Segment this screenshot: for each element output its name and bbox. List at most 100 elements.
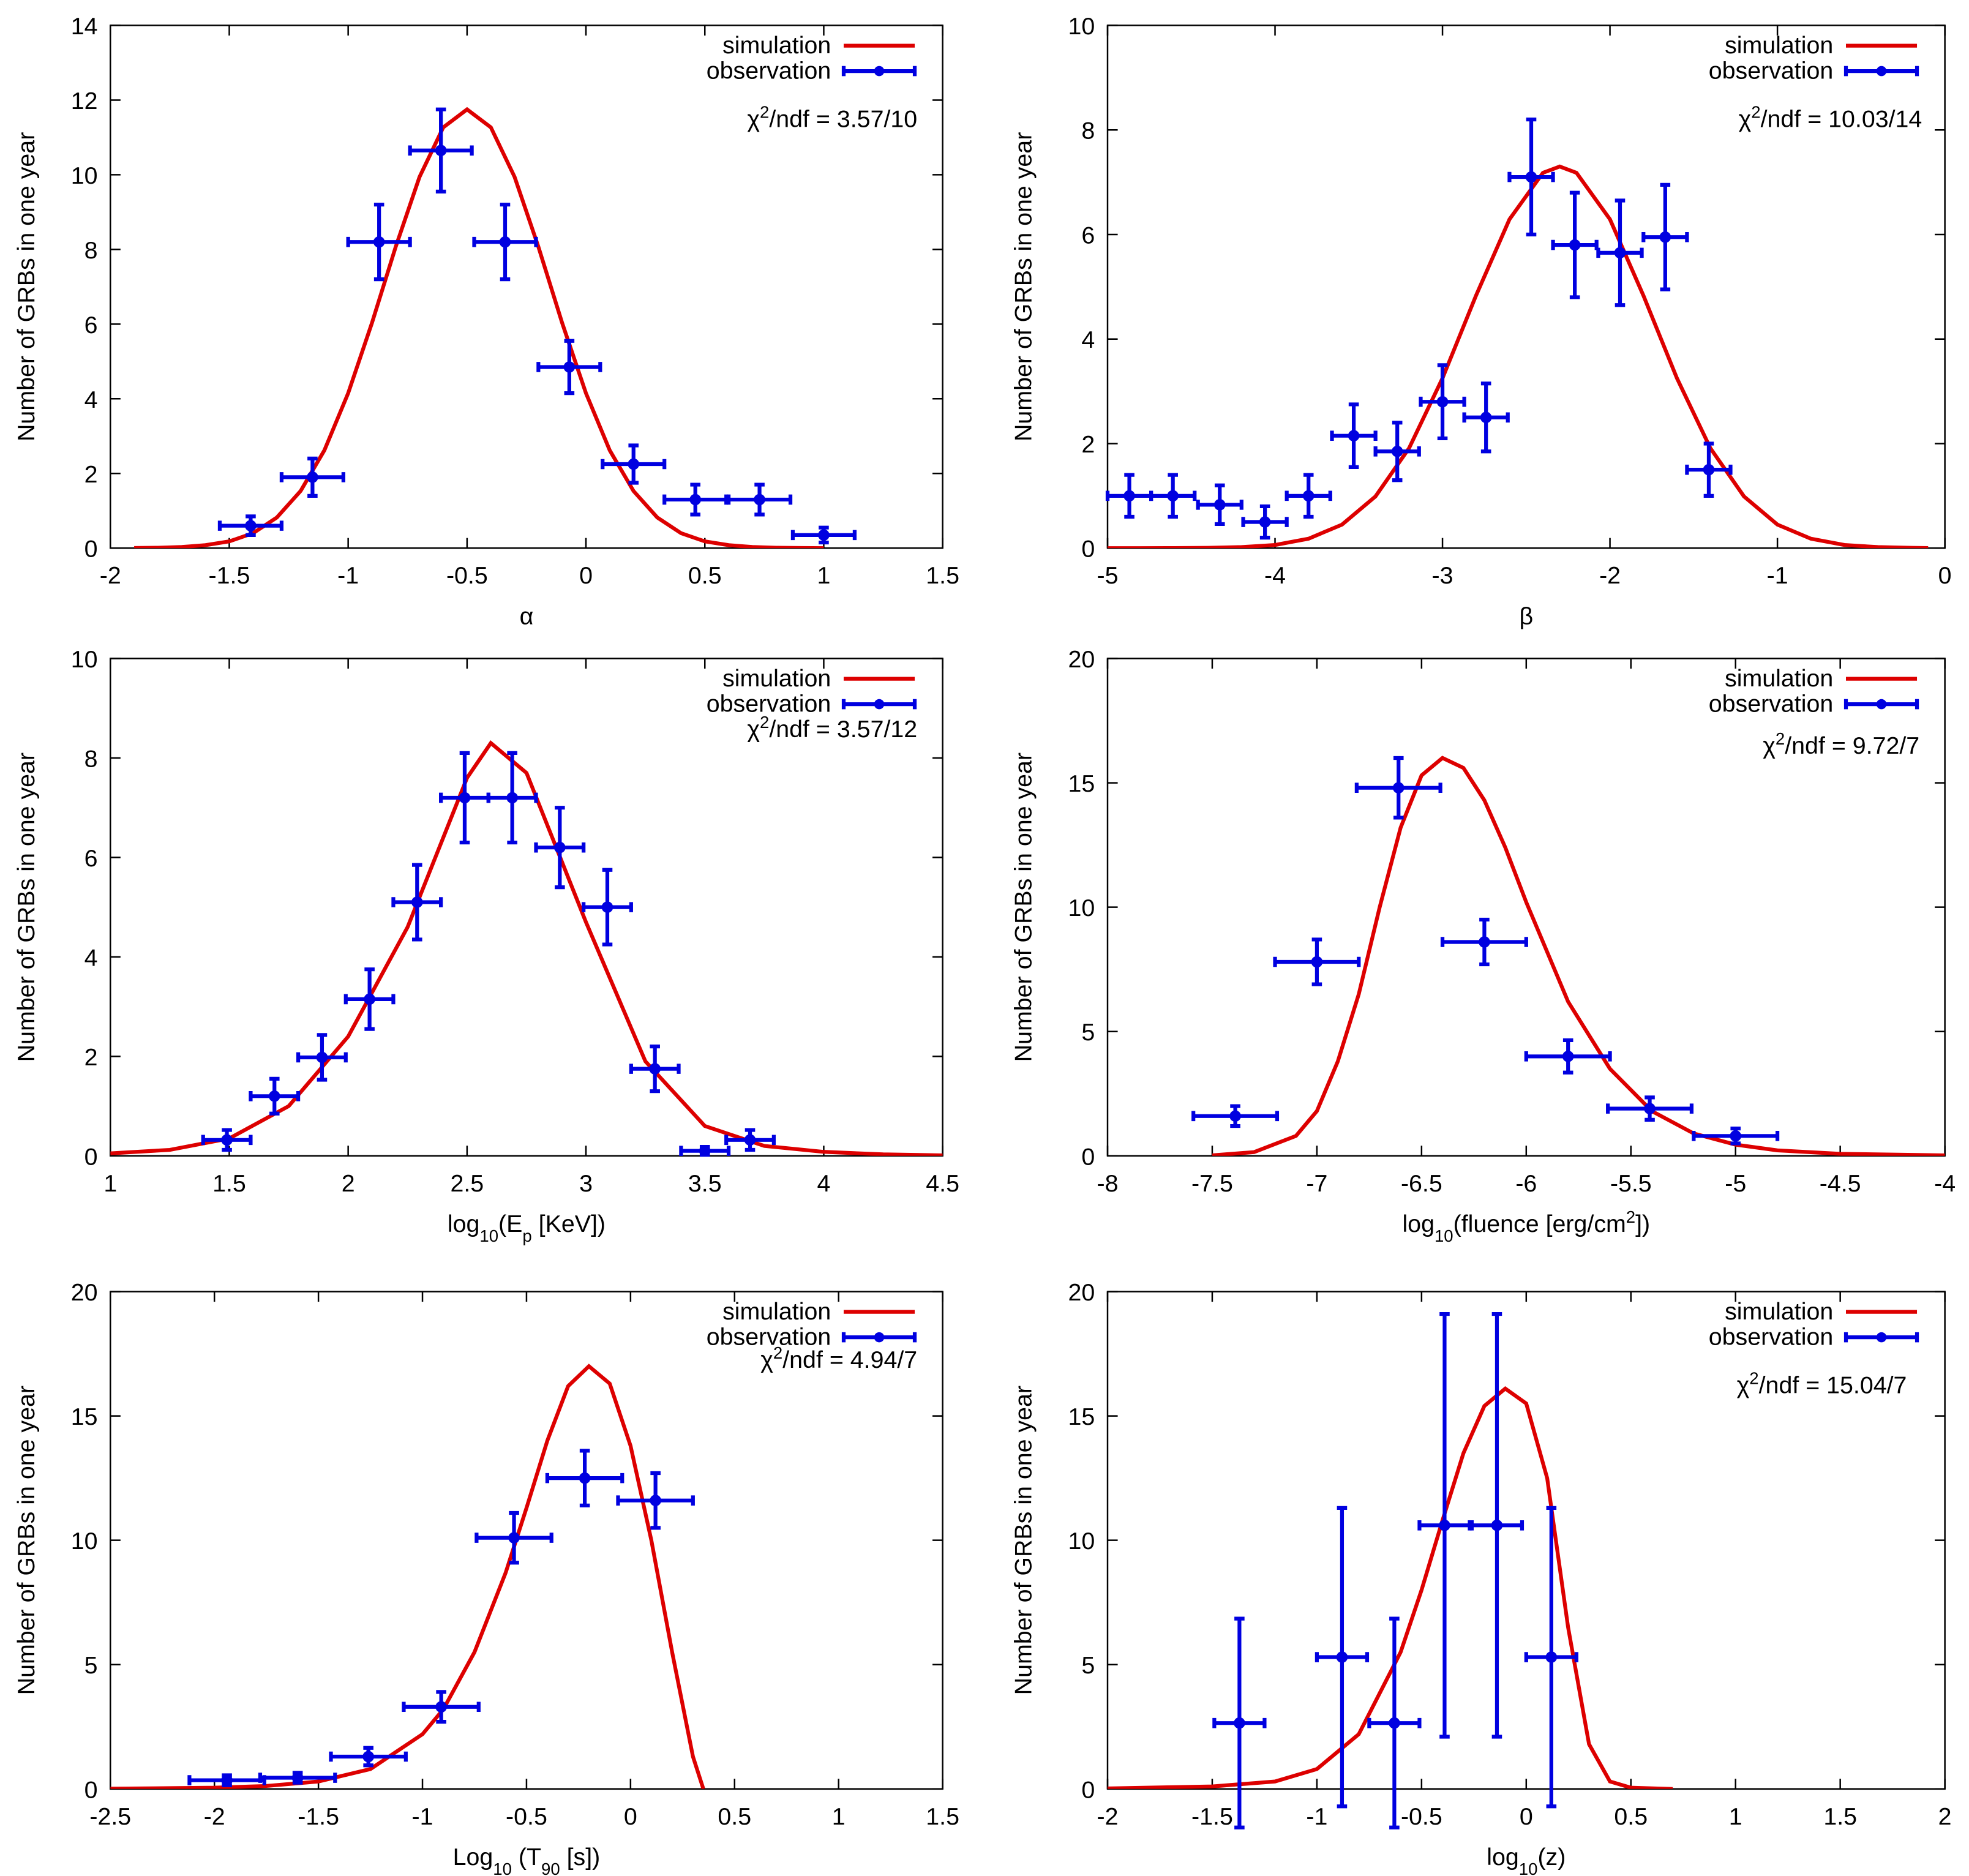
x-axis-label-part: β (1519, 603, 1533, 630)
x-tick-label: 0.5 (1614, 1803, 1648, 1830)
fit-curve (1212, 756, 1945, 1156)
x-tick-label: 1 (817, 562, 830, 589)
legend-swatch-caps (1843, 699, 1919, 710)
y-tick-label: 5 (1081, 1019, 1095, 1046)
x-tick-label: -1.5 (209, 562, 250, 589)
annotation-part: /ndf = 10.03/14 (1761, 105, 1922, 132)
data-point (291, 1772, 304, 1784)
x-tick-label: 2.5 (450, 1170, 484, 1197)
legend-swatch-point (874, 66, 885, 77)
data-point (506, 792, 518, 804)
data-point (818, 529, 830, 541)
data-point (1123, 490, 1135, 502)
y-tick-label: 10 (71, 162, 98, 189)
plot-frame (1106, 24, 1946, 549)
y-axis-label: Number of GRBs in one year (1010, 132, 1037, 441)
fit-curve (110, 740, 943, 1156)
y-tick-label: 12 (71, 88, 98, 114)
data-point (459, 792, 471, 804)
data-point (689, 493, 702, 506)
annotation-part: /ndf = 9.72/7 (1785, 732, 1919, 759)
legend-label: observation (707, 1324, 831, 1351)
x-axis-label-part: 10 (479, 1226, 498, 1245)
annotation-part: χ (1739, 105, 1752, 132)
fit-curve (1108, 1386, 1673, 1789)
data-point (699, 1145, 711, 1157)
annotation: χ2/ndf = 15.04/7 (1737, 1368, 1907, 1399)
y-tick-label: 2 (84, 461, 98, 488)
x-tick-label: 3.5 (688, 1170, 722, 1197)
y-axis-label: Number of GRBs in one year (1010, 752, 1037, 1062)
x-axis-label-part: log (448, 1210, 480, 1237)
x-tick-label: 0.5 (718, 1803, 751, 1830)
x-tick-label: 1 (1729, 1803, 1742, 1830)
x-tick-label: -1 (337, 562, 359, 589)
data-point (307, 471, 318, 483)
x-tick-label: -5 (1097, 562, 1118, 589)
x-tick-label: -4.5 (1820, 1170, 1861, 1197)
x-tick-label: 0 (1520, 1803, 1533, 1830)
data-point (221, 1134, 233, 1146)
data-point (364, 993, 375, 1005)
annotation-part: /ndf = 3.57/10 (769, 105, 917, 132)
x-tick-label: 1.5 (926, 1803, 959, 1830)
annotation: χ2/ndf = 3.57/10 (747, 102, 917, 132)
data-point (1234, 1717, 1245, 1729)
data-point (1229, 1110, 1241, 1122)
y-tick-label: 0 (1081, 1776, 1095, 1803)
y-tick-label: 5 (84, 1652, 98, 1679)
data-point (650, 1495, 661, 1506)
x-tick-label: 4.5 (926, 1170, 959, 1197)
y-tick-label: 6 (1081, 222, 1095, 249)
fit-curve (1108, 164, 1929, 549)
x-axis-label-part: (fluence [erg/cm (1453, 1210, 1626, 1237)
y-tick-label: 14 (71, 13, 98, 40)
y-tick-label: 8 (84, 237, 98, 264)
x-axis-label-part: (T (512, 1844, 541, 1870)
x-tick-label: 2 (342, 1170, 355, 1197)
data-point (1213, 499, 1226, 511)
x-axis-label-part: 10 (1435, 1226, 1453, 1245)
x-tick-label: -4 (1264, 562, 1286, 589)
annotation-part: χ (747, 105, 760, 132)
x-tick-label: -6 (1515, 1170, 1537, 1197)
data-point (1703, 463, 1715, 476)
data-point (508, 1532, 520, 1544)
x-tick-label: 0 (624, 1803, 637, 1830)
legend-label: observation (1709, 58, 1833, 84)
x-tick-label: -2 (100, 562, 121, 589)
x-axis-label-part: (E (498, 1210, 522, 1237)
x-tick-label: -0.5 (1401, 1803, 1442, 1830)
x-tick-label: -2 (1097, 1803, 1118, 1830)
plot-frame (1106, 1291, 1946, 1790)
x-axis-label: log10(z) (1487, 1844, 1566, 1876)
y-tick-label: 20 (71, 1279, 98, 1306)
y-tick-label: 8 (1081, 118, 1095, 144)
data-point (268, 1090, 280, 1102)
annotation-part: /ndf = 3.57/12 (769, 716, 917, 743)
data-point (1311, 956, 1323, 968)
data-point (1439, 1519, 1450, 1531)
x-tick-label: -5.5 (1610, 1170, 1652, 1197)
legend-swatch-point (1876, 66, 1887, 77)
data-point (1545, 1651, 1558, 1663)
data-point (1525, 171, 1537, 183)
data-point (601, 901, 613, 913)
y-axis-label: Number of GRBs in one year (13, 1386, 40, 1695)
x-axis-label: α (520, 603, 534, 630)
x-tick-label: 1 (103, 1170, 117, 1197)
legend-label: simulation (722, 665, 831, 692)
annotation-part: 2 (773, 1343, 782, 1362)
x-axis-label: β (1519, 603, 1533, 630)
x-axis-label: log10(Ep [KeV]) (448, 1210, 606, 1245)
x-axis-label-part: p (522, 1226, 531, 1245)
legend-label: simulation (722, 1298, 831, 1325)
data-point (649, 1063, 661, 1075)
data-point (1389, 1717, 1400, 1729)
x-axis-label-part: (z) (1537, 1844, 1566, 1870)
x-tick-label: -1 (1306, 1803, 1327, 1830)
x-tick-label: 3 (579, 1170, 593, 1197)
data-point (373, 236, 385, 248)
annotation-part: χ (747, 716, 760, 743)
annotation-part: χ (760, 1346, 773, 1373)
